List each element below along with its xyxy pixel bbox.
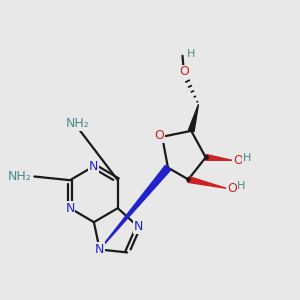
Polygon shape: [100, 165, 171, 250]
Text: N: N: [95, 243, 104, 256]
Text: NH₂: NH₂: [66, 117, 90, 130]
Text: O: O: [227, 182, 237, 195]
Text: N: N: [89, 160, 99, 173]
Polygon shape: [206, 154, 232, 160]
Text: H: H: [187, 49, 195, 59]
Text: NH₂: NH₂: [8, 170, 32, 183]
Text: N: N: [65, 202, 75, 215]
Text: O: O: [179, 65, 189, 79]
Text: H: H: [237, 181, 245, 191]
Polygon shape: [188, 177, 226, 188]
Text: N: N: [134, 220, 143, 233]
Text: O: O: [233, 154, 243, 167]
Polygon shape: [188, 104, 199, 132]
Text: O: O: [154, 129, 164, 142]
Text: H: H: [243, 153, 251, 163]
